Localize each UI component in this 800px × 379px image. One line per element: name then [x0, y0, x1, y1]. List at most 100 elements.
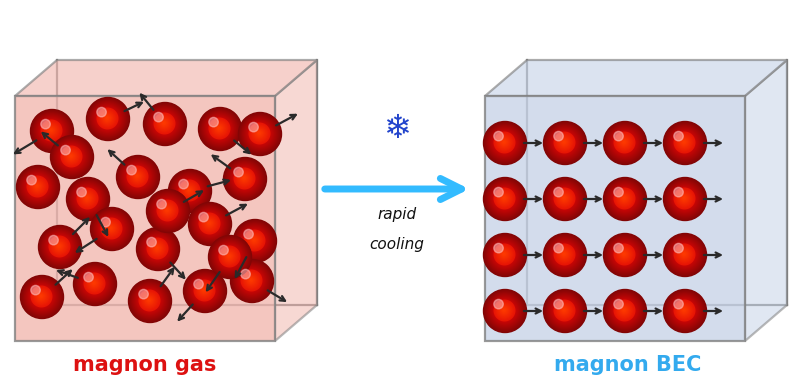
Circle shape: [222, 249, 236, 263]
Circle shape: [491, 241, 518, 268]
Circle shape: [22, 276, 62, 318]
Circle shape: [614, 243, 623, 253]
Text: rapid: rapid: [378, 207, 417, 221]
Circle shape: [137, 227, 179, 271]
Circle shape: [678, 247, 691, 261]
Circle shape: [543, 177, 586, 221]
Circle shape: [135, 286, 164, 315]
Circle shape: [606, 236, 644, 274]
Circle shape: [550, 239, 580, 270]
Circle shape: [245, 119, 274, 148]
Circle shape: [187, 188, 191, 192]
Circle shape: [502, 308, 506, 313]
Circle shape: [49, 235, 58, 245]
Circle shape: [206, 221, 212, 226]
Circle shape: [485, 123, 525, 163]
Circle shape: [502, 196, 506, 200]
Circle shape: [501, 251, 508, 258]
Circle shape: [606, 181, 643, 217]
Circle shape: [84, 273, 105, 294]
Circle shape: [181, 182, 198, 199]
Circle shape: [244, 229, 254, 239]
Circle shape: [84, 195, 90, 202]
Circle shape: [498, 304, 510, 316]
Circle shape: [67, 179, 109, 219]
Circle shape: [558, 304, 570, 316]
Circle shape: [674, 299, 683, 309]
Circle shape: [85, 196, 90, 201]
Circle shape: [620, 306, 629, 315]
Circle shape: [494, 299, 503, 309]
Circle shape: [166, 208, 169, 212]
Circle shape: [546, 124, 584, 162]
Circle shape: [550, 127, 580, 158]
Circle shape: [247, 233, 262, 247]
Circle shape: [562, 139, 566, 145]
Circle shape: [488, 125, 522, 160]
Circle shape: [612, 298, 638, 324]
Circle shape: [618, 136, 630, 148]
Text: magnon gas: magnon gas: [74, 355, 217, 375]
Circle shape: [613, 186, 637, 211]
Circle shape: [189, 202, 231, 246]
Circle shape: [90, 101, 126, 137]
Circle shape: [35, 114, 68, 147]
Circle shape: [243, 177, 245, 179]
Circle shape: [619, 305, 630, 315]
Circle shape: [494, 188, 515, 209]
Circle shape: [494, 132, 503, 141]
Circle shape: [210, 119, 229, 138]
Circle shape: [543, 290, 586, 332]
Circle shape: [249, 122, 258, 132]
Circle shape: [154, 245, 161, 252]
Circle shape: [234, 264, 269, 298]
Circle shape: [110, 227, 112, 229]
Circle shape: [134, 174, 140, 179]
Circle shape: [140, 291, 159, 310]
Circle shape: [120, 159, 156, 195]
Circle shape: [226, 161, 263, 197]
Circle shape: [677, 135, 692, 150]
Circle shape: [556, 190, 573, 207]
Circle shape: [558, 247, 571, 261]
Circle shape: [162, 121, 166, 125]
Circle shape: [213, 121, 226, 135]
Circle shape: [234, 168, 255, 189]
Circle shape: [611, 241, 638, 268]
Circle shape: [670, 183, 700, 214]
Circle shape: [610, 128, 639, 157]
Circle shape: [228, 161, 262, 196]
Circle shape: [75, 264, 114, 304]
Circle shape: [58, 244, 61, 248]
Circle shape: [134, 285, 166, 316]
Circle shape: [241, 269, 250, 279]
Circle shape: [94, 211, 129, 246]
Circle shape: [232, 166, 258, 191]
Circle shape: [618, 304, 631, 317]
Circle shape: [42, 230, 77, 264]
Circle shape: [554, 187, 563, 197]
Circle shape: [142, 232, 174, 265]
Circle shape: [78, 189, 97, 208]
Circle shape: [243, 272, 260, 289]
Circle shape: [206, 116, 233, 141]
Circle shape: [146, 237, 169, 260]
Circle shape: [614, 299, 636, 322]
Circle shape: [242, 229, 266, 253]
Circle shape: [683, 197, 685, 199]
Circle shape: [605, 235, 645, 275]
Circle shape: [483, 233, 526, 277]
Circle shape: [70, 155, 72, 157]
Circle shape: [554, 132, 575, 153]
Polygon shape: [485, 60, 787, 96]
Circle shape: [498, 248, 510, 260]
Circle shape: [554, 300, 575, 321]
Circle shape: [39, 119, 64, 143]
Circle shape: [606, 180, 644, 218]
Circle shape: [92, 103, 123, 134]
Circle shape: [623, 141, 625, 143]
Circle shape: [225, 252, 234, 260]
Circle shape: [494, 132, 515, 153]
Circle shape: [144, 235, 171, 262]
Circle shape: [138, 288, 162, 313]
